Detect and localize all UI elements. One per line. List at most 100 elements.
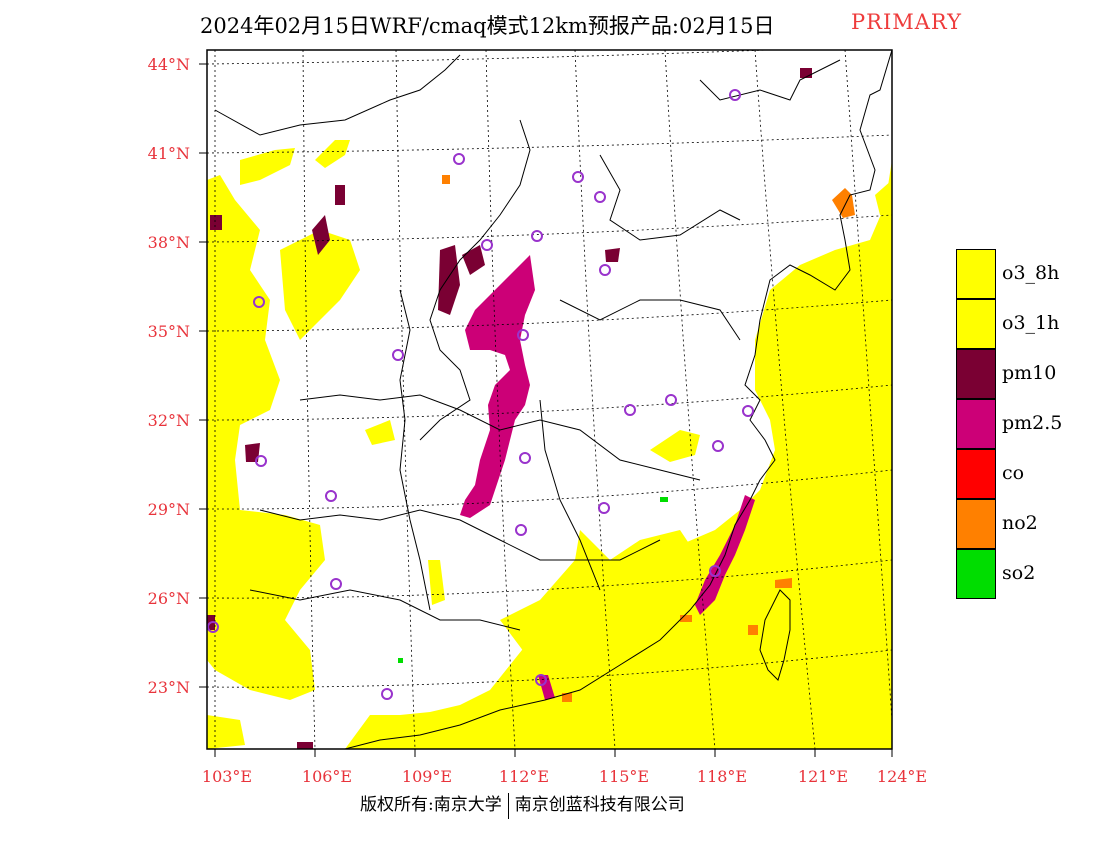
pm10-regions <box>207 68 812 749</box>
legend-label: o3_8h <box>1002 262 1060 284</box>
legend-item-pm25: pm2.5 <box>956 399 1096 449</box>
legend-label: o3_1h <box>1002 312 1060 334</box>
legend-item-so2: so2 <box>956 549 1096 599</box>
lon-label: 109°E <box>402 767 452 786</box>
lon-label: 118°E <box>697 767 747 786</box>
station-marker <box>594 191 606 203</box>
o3-regions <box>207 140 892 749</box>
no2-region-4 <box>562 693 572 702</box>
station-marker <box>207 621 219 633</box>
province-line-5 <box>259 509 661 561</box>
title-row: 2024年02月15日WRF/cmaq模式12km预报产品:02月15日 PRI… <box>0 10 1100 44</box>
station-marker <box>572 171 584 183</box>
province-line-6 <box>249 589 521 631</box>
o3-region-ne-small <box>875 180 892 215</box>
pm10-region-6 <box>245 443 260 462</box>
lon-label: 121°E <box>798 767 848 786</box>
station-marker <box>519 452 531 464</box>
station-marker <box>481 239 493 251</box>
graticule <box>207 50 892 749</box>
legend-label: pm2.5 <box>1002 412 1063 434</box>
legend-swatch <box>956 349 996 399</box>
map-frame <box>206 49 893 750</box>
no2-region-3 <box>748 625 758 635</box>
station-marker <box>330 578 342 590</box>
stations <box>207 89 754 700</box>
station-marker <box>729 89 741 101</box>
o3-region-center-east <box>650 430 700 462</box>
lon-labels: 103°E 106°E 109°E 112°E 115°E 118°E 121°… <box>202 767 927 786</box>
o3-region-sw-small <box>207 715 245 749</box>
o3-region-west-edge <box>207 175 325 700</box>
station-marker <box>453 153 465 165</box>
lon-label: 103°E <box>202 767 252 786</box>
lat-label: 41°N <box>148 144 190 163</box>
company-text: 南京创蓝科技有限公司 <box>514 795 685 815</box>
north-boundary <box>214 54 461 136</box>
legend-swatch <box>956 499 996 549</box>
province-line-8 <box>399 289 431 611</box>
province-line-1 <box>419 119 531 441</box>
station-marker <box>392 349 404 361</box>
legend-item-o3-8h: o3_8h <box>956 249 1096 299</box>
pm10-region-5 <box>605 248 620 262</box>
legend-label: pm10 <box>1002 362 1057 384</box>
legend-swatch <box>956 449 996 499</box>
copyright-text: 版权所有:南京大学 <box>360 795 502 815</box>
o3-region-north2 <box>315 140 350 168</box>
station-marker <box>325 490 337 502</box>
lon-label: 124°E <box>877 767 927 786</box>
pm25-region-south <box>538 675 555 700</box>
primary-tag: PRIMARY <box>851 10 962 34</box>
so2-point-1 <box>660 497 668 502</box>
pm10-region-4 <box>335 185 345 205</box>
station-marker <box>665 394 677 406</box>
station-marker <box>517 329 529 341</box>
legend-item-no2: no2 <box>956 499 1096 549</box>
map-plot-area <box>207 50 892 749</box>
province-line-9 <box>699 59 841 101</box>
lat-label: 38°N <box>148 233 190 252</box>
province-line-7 <box>539 399 601 591</box>
legend-swatch <box>956 299 996 349</box>
o3-region-north <box>240 148 295 185</box>
station-marker <box>712 440 724 452</box>
o3-region-east-sea <box>345 160 892 749</box>
so2-regions <box>398 497 668 663</box>
station-marker <box>709 565 721 577</box>
lon-label: 115°E <box>599 767 649 786</box>
station-marker <box>598 502 610 514</box>
station-marker <box>742 405 754 417</box>
legend-label: no2 <box>1002 512 1038 534</box>
lat-label: 32°N <box>148 411 190 430</box>
ticks <box>199 63 893 757</box>
pm10-region-7 <box>210 215 222 230</box>
o3-region-west-inner <box>280 230 360 340</box>
lon-label: 106°E <box>302 767 352 786</box>
legend-swatch <box>956 399 996 449</box>
footer: 版权所有:南京大学 南京创蓝科技有限公司 <box>360 790 685 819</box>
legend-label: so2 <box>1002 562 1036 584</box>
station-marker <box>515 524 527 536</box>
lon-label: 112°E <box>499 767 549 786</box>
legend-item-co: co <box>956 449 1096 499</box>
lat-label: 23°N <box>148 678 190 697</box>
legend: o3_8h o3_1h pm10 pm2.5 co no2 so2 <box>956 249 1096 599</box>
no2-region-5 <box>442 175 450 184</box>
station-marker <box>535 674 547 686</box>
o3-region-center2 <box>365 420 395 445</box>
pm10-region-3 <box>312 215 330 255</box>
legend-swatch <box>956 549 996 599</box>
lat-label: 29°N <box>148 500 190 519</box>
province-line-3 <box>559 299 741 341</box>
lat-label: 26°N <box>148 589 190 608</box>
station-marker <box>381 688 393 700</box>
lat-label: 44°N <box>148 55 190 74</box>
boundaries <box>214 50 892 749</box>
province-line-4 <box>299 394 701 481</box>
taiwan <box>759 589 791 681</box>
station-marker <box>253 296 265 308</box>
so2-point-2 <box>398 658 403 663</box>
legend-item-pm10: pm10 <box>956 349 1096 399</box>
station-marker <box>599 264 611 276</box>
